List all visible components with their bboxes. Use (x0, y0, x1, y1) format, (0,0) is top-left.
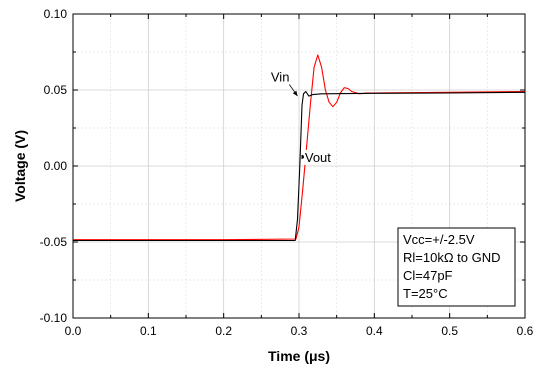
annotation-label-vin: Vin (271, 69, 290, 84)
x-tick-label: 0.4 (366, 324, 383, 338)
annotation-bg-vout (303, 149, 333, 165)
series-group (73, 54, 526, 242)
annotations: Vin Vout (269, 69, 333, 165)
y-tick-label: 0.00 (44, 159, 68, 173)
x-tick-label: 0.6 (517, 324, 534, 338)
conditions-line-supply: Vcc=+/-2.5V (403, 232, 475, 247)
conditions-line-load-resistor: Rl=10kΩ to GND (403, 250, 501, 265)
y-tick-label: 0.05 (44, 83, 68, 97)
x-tick-label: 0.2 (215, 324, 232, 338)
x-tick-label: 0.0 (65, 324, 82, 338)
annotation-arrowhead-vin (292, 90, 298, 97)
x-tick-label: 0.5 (441, 324, 458, 338)
annotation-label-vout: Vout (305, 150, 331, 165)
y-tick-label: -0.10 (40, 311, 68, 325)
conditions-line-temperature: T=25°C (403, 286, 448, 301)
x-tick-label: 0.1 (140, 324, 157, 338)
x-axis-title: Time (μs) (268, 348, 330, 364)
series-line-vin (73, 90, 526, 242)
x-axis-ticks: 0.0 0.1 0.2 0.3 0.4 0.5 0.6 (65, 14, 534, 338)
conditions-box-frame (397, 227, 516, 307)
conditions-line-load-capacitor: Cl=47pF (403, 268, 453, 283)
x-tick-label: 0.3 (291, 324, 308, 338)
annotation-bg-vin (269, 69, 291, 85)
y-tick-label: -0.05 (40, 235, 68, 249)
y-axis-title: Voltage (V) (12, 130, 28, 202)
y-tick-label: 0.10 (44, 7, 68, 21)
conditions-box: Vcc=+/-2.5V Rl=10kΩ to GND Cl=47pF T=25°… (397, 227, 516, 307)
y-axis-ticks: -0.10 -0.05 0.00 0.05 0.10 (40, 7, 525, 325)
